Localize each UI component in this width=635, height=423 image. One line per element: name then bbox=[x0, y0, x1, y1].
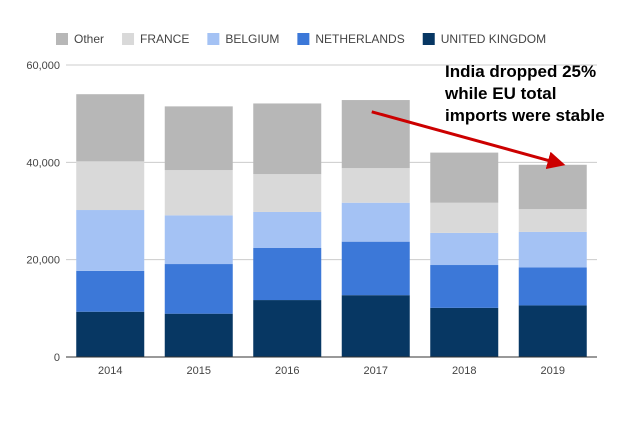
gridlines bbox=[66, 64, 597, 261]
bar-stack-2016 bbox=[253, 103, 322, 357]
y-tick-label: 60,000 bbox=[26, 60, 60, 72]
bar-segment bbox=[164, 313, 233, 357]
legend-swatch bbox=[422, 33, 435, 45]
legend-item: Other bbox=[56, 32, 104, 46]
bar-stack-2018 bbox=[430, 152, 499, 357]
x-tick-label: 2016 bbox=[275, 365, 299, 377]
legend-item: UNITED KINGDOM bbox=[422, 32, 546, 46]
bar-segment bbox=[164, 264, 233, 314]
legend-swatch bbox=[56, 33, 68, 45]
bar-segment bbox=[76, 210, 145, 271]
legend-label: FRANCE bbox=[140, 32, 189, 46]
legend-label: NETHERLANDS bbox=[315, 32, 404, 46]
bar-segment bbox=[76, 161, 145, 211]
x-tick-label: 2019 bbox=[541, 365, 565, 377]
bar-segment bbox=[430, 307, 499, 357]
annotation-text: while EU total bbox=[444, 84, 556, 103]
bar-segment bbox=[518, 231, 587, 268]
bar-segment bbox=[430, 202, 499, 233]
y-tick-label: 20,000 bbox=[26, 255, 60, 267]
bar-stack-2015 bbox=[164, 106, 233, 357]
bar-stack-2017 bbox=[341, 100, 410, 357]
annotation-text: India dropped 25% bbox=[445, 62, 596, 81]
annotation-text: imports were stable bbox=[445, 106, 605, 125]
x-tick-label: 2018 bbox=[452, 365, 476, 377]
bar-stack-2014 bbox=[76, 94, 145, 357]
legend: Other FRANCE BELGIUM NETHERLANDS UNITED KING… bbox=[56, 32, 546, 46]
legend-label: Other bbox=[74, 32, 104, 46]
bar-segment bbox=[518, 209, 587, 232]
bar-stack-2019 bbox=[518, 164, 587, 357]
x-tick-label: 2017 bbox=[364, 365, 388, 377]
x-tick-label: 2014 bbox=[98, 365, 122, 377]
bar-segment bbox=[518, 267, 587, 306]
annotation-arrow bbox=[371, 110, 566, 170]
bar-segment bbox=[341, 168, 410, 203]
bar-segment bbox=[76, 94, 145, 162]
bar-segment bbox=[430, 232, 499, 266]
bar-segment bbox=[341, 295, 410, 357]
bar-segment bbox=[518, 164, 587, 210]
bar-segment bbox=[253, 174, 322, 212]
bar-segment bbox=[430, 265, 499, 308]
bar-segment bbox=[76, 311, 145, 357]
legend-label: UNITED KINGDOM bbox=[441, 32, 546, 46]
legend-swatch bbox=[297, 33, 310, 45]
legend-swatch bbox=[122, 33, 135, 45]
legend-label: BELGIUM bbox=[225, 32, 279, 46]
y-tick-label: 40,000 bbox=[26, 157, 60, 169]
legend-swatch bbox=[207, 33, 220, 45]
bar-segment bbox=[253, 211, 322, 248]
bar-segment bbox=[164, 215, 233, 265]
bars bbox=[76, 94, 587, 357]
bar-segment bbox=[76, 270, 145, 312]
y-tick-label: 0 bbox=[54, 352, 60, 364]
y-axis: 0 20,000 40,000 60,000 bbox=[26, 60, 60, 364]
annotation: India dropped 25% while EU total imports w… bbox=[371, 62, 605, 170]
bar-segment bbox=[253, 103, 322, 175]
bar-segment bbox=[341, 100, 410, 169]
bar-segment bbox=[430, 152, 499, 203]
legend-item: NETHERLANDS bbox=[297, 32, 405, 46]
bar-segment bbox=[518, 305, 587, 357]
x-axis: 2014 2015 2016 2017 2018 2019 bbox=[98, 365, 565, 377]
bar-segment bbox=[164, 170, 233, 216]
bar-segment bbox=[341, 202, 410, 242]
bar-segment bbox=[253, 247, 322, 301]
legend-item: FRANCE bbox=[122, 32, 189, 46]
bar-segment bbox=[341, 241, 410, 296]
bar-segment bbox=[253, 300, 322, 357]
x-tick-label: 2015 bbox=[187, 365, 211, 377]
legend-item: BELGIUM bbox=[207, 32, 279, 46]
bar-segment bbox=[164, 106, 233, 171]
